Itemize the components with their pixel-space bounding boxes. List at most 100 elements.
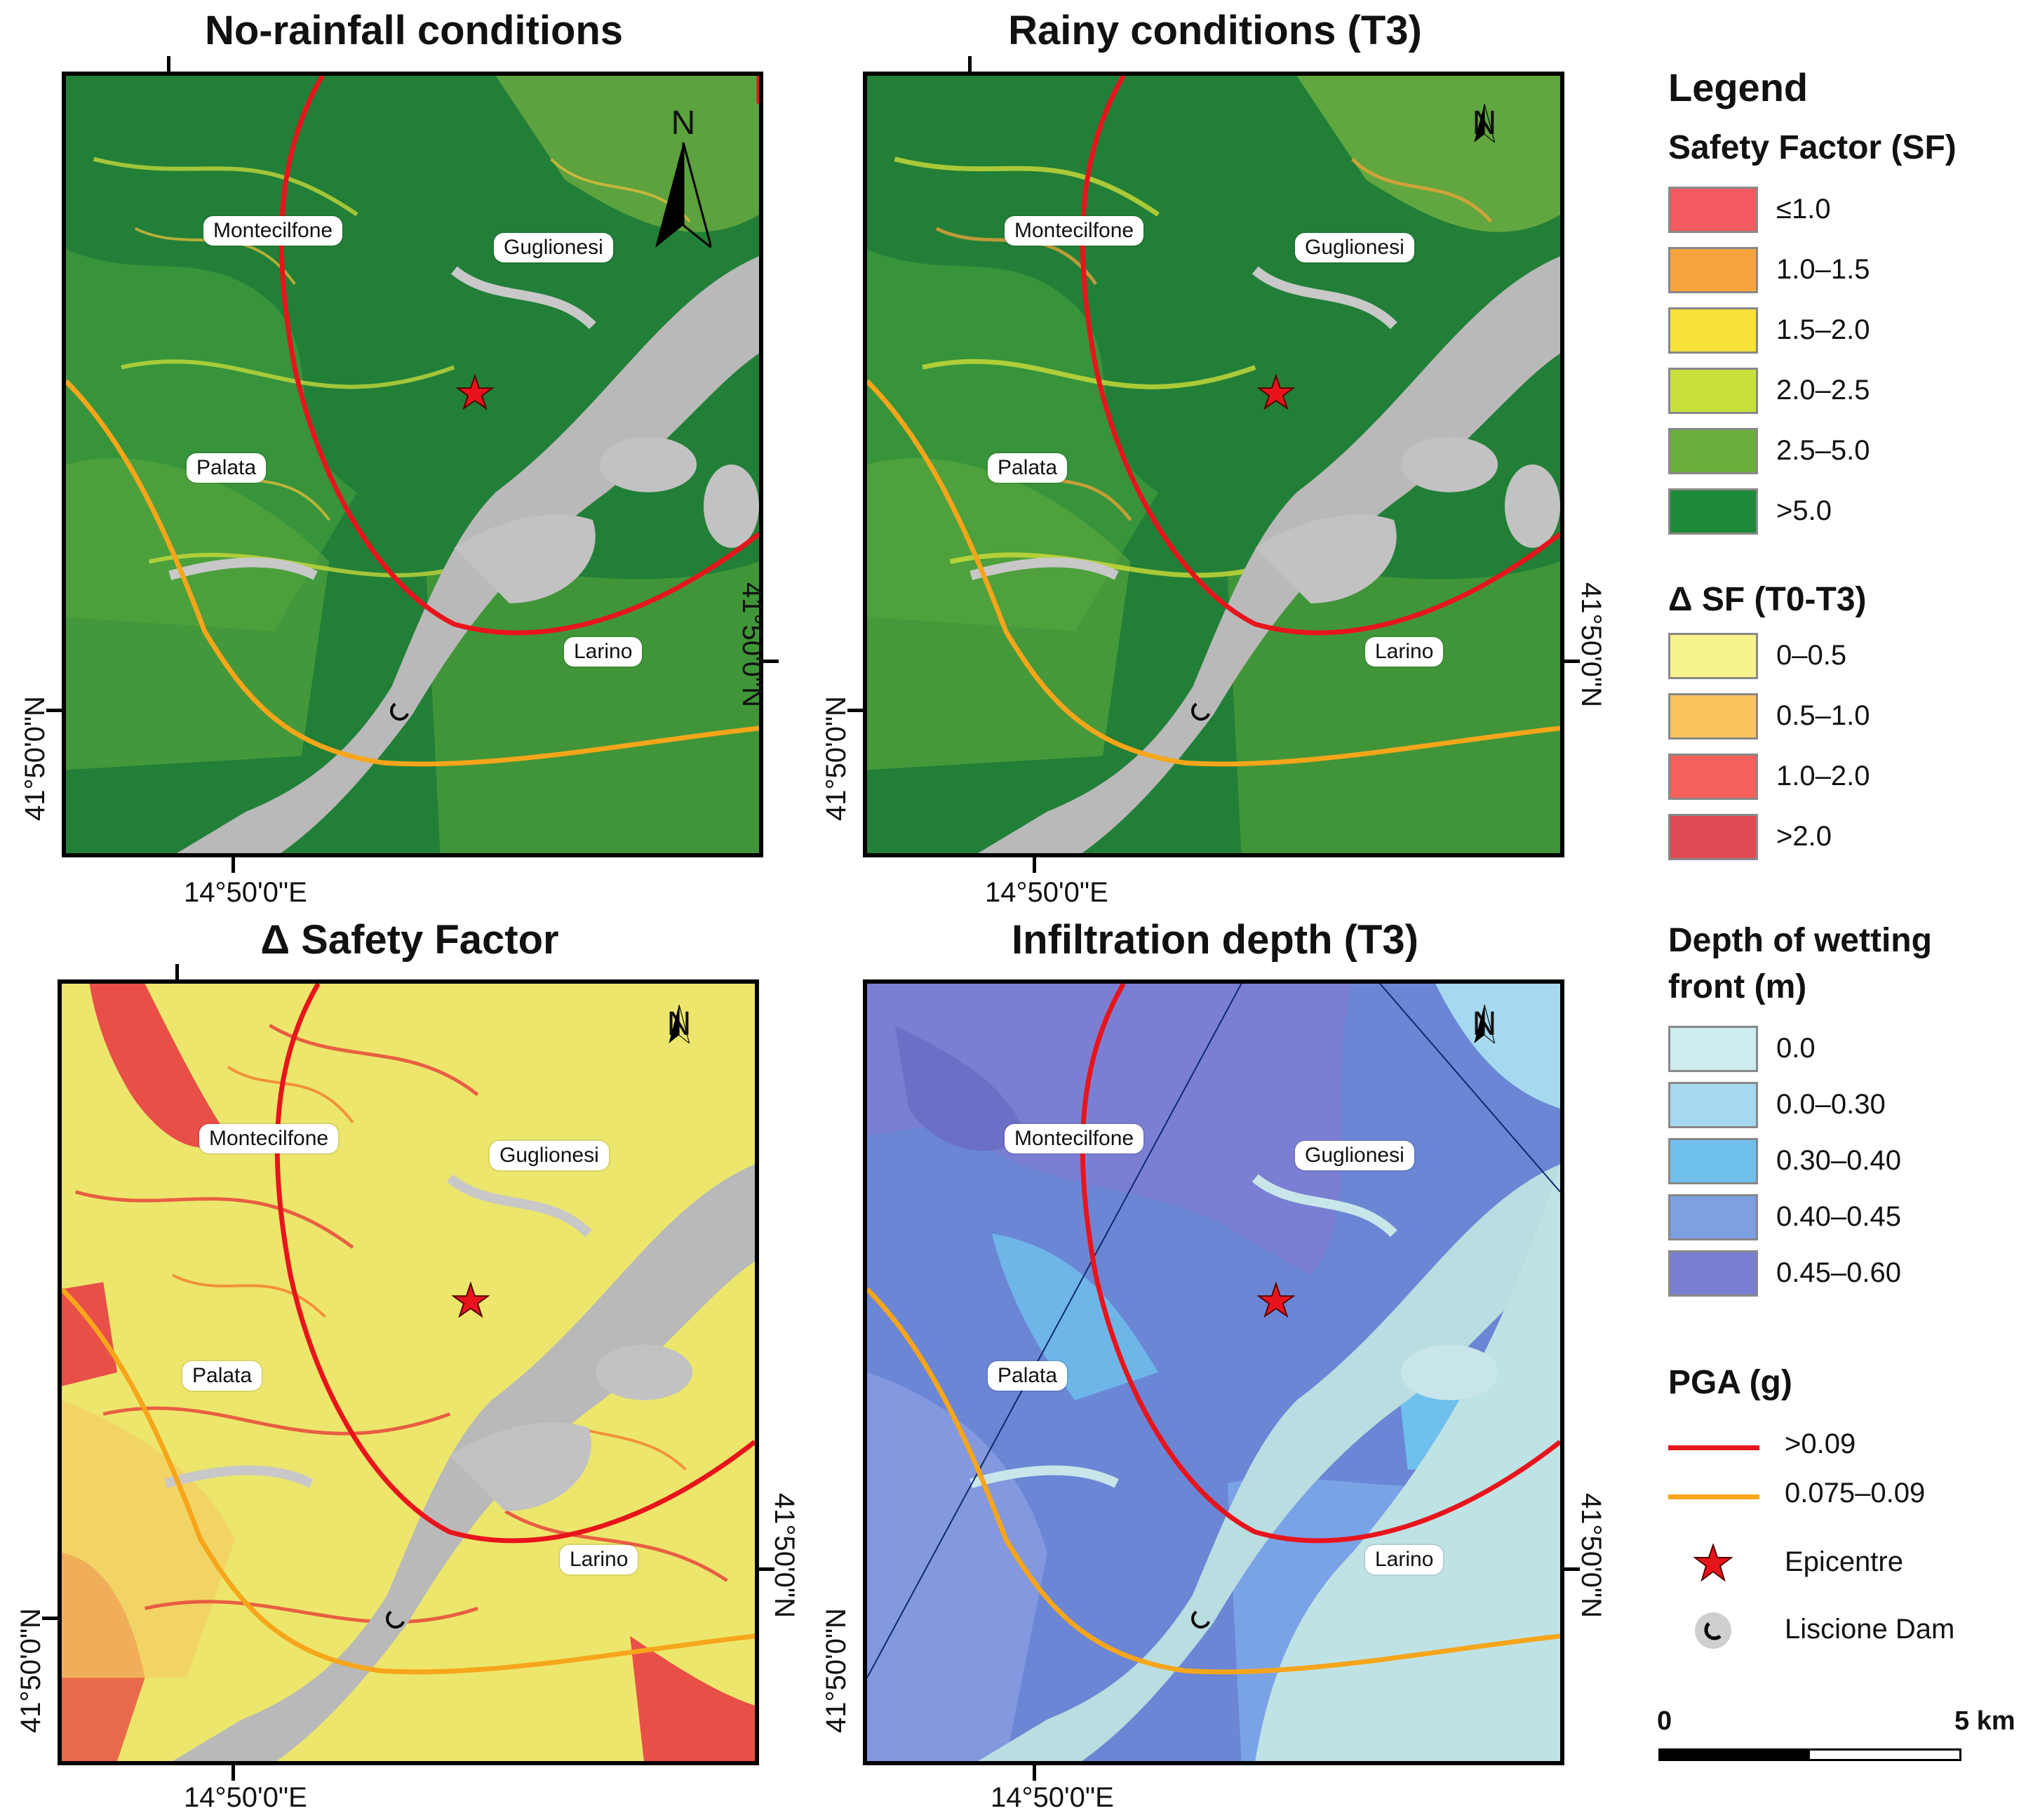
scale-bar-filled	[1660, 1751, 1810, 1759]
scale-label-end: 5 km	[1954, 1706, 2015, 1736]
town-label-larino: Larino	[560, 1545, 638, 1574]
town-label-larino: Larino	[1365, 637, 1444, 667]
north-arrow-icon: N	[651, 1005, 707, 1043]
legend-sf-class-label: 1.5–2.0	[1776, 314, 1870, 345]
panel-title-delta-sf: Δ Safety Factor	[260, 917, 559, 963]
legend-sf-class-swatch	[1668, 368, 1758, 414]
legend-sf-class-label: 1.0–1.5	[1776, 254, 1870, 285]
coord-label-north-right: 41°50'0"N	[737, 582, 767, 707]
town-label-palata: Palata	[988, 1361, 1068, 1391]
legend-pga-line-swatch	[1668, 1494, 1759, 1499]
dam-icon	[1695, 1612, 1731, 1649]
legend-sf-class-swatch	[1668, 247, 1758, 293]
map-panel-no-rainfall[interactable]: Montecilfone Guglionesi Palata Larino N	[62, 72, 763, 857]
legend-epicentre-label: Epicentre	[1785, 1546, 1903, 1577]
legend-pga-line-swatch	[1668, 1445, 1759, 1450]
tick-right	[1564, 660, 1580, 663]
legend-sf-class-label: >5.0	[1776, 495, 1832, 526]
legend-title: Legend	[1668, 65, 1809, 109]
tick-bottom	[232, 1765, 235, 1781]
legend-dsf-class-label: 1.0–2.0	[1776, 761, 1870, 791]
legend-sf-title: Safety Factor (SF)	[1668, 129, 1957, 166]
tick-top	[167, 56, 170, 72]
coord-label-north-left: 41°50'0"N	[15, 1608, 46, 1733]
tick-right	[759, 1567, 774, 1571]
tick-bottom	[1033, 857, 1036, 873]
tick-bottom	[232, 857, 235, 873]
panel-title-rainy: Rainy conditions (T3)	[1008, 8, 1422, 53]
legend-sf-class-label: ≤1.0	[1776, 194, 1831, 225]
north-arrow-icon: N	[1456, 104, 1512, 142]
legend-dsf-title: Δ SF (T0-T3)	[1668, 581, 1867, 618]
north-label: N	[671, 105, 696, 142]
legend-depth-class-label: 0.40–0.45	[1776, 1201, 1901, 1232]
legend-sf-class-swatch	[1668, 488, 1758, 535]
town-label-montecilfone: Montecilfone	[1005, 1124, 1144, 1153]
map-surface	[867, 984, 1560, 1761]
tick-top	[968, 56, 972, 72]
legend-pga-label: 0.075–0.09	[1785, 1478, 1926, 1508]
coord-label-north-right: 41°50'0"N	[1576, 1493, 1606, 1618]
legend-dsf-class-swatch	[1668, 633, 1758, 679]
legend-dsf-class-label: >2.0	[1776, 821, 1832, 852]
coord-label-east: 14°50'0"E	[184, 877, 307, 908]
map-panel-infiltration[interactable]: Montecilfone Guglionesi Palata Larino N	[863, 979, 1564, 1765]
coord-label-north-right: 41°50'0"N	[769, 1493, 800, 1618]
legend-pga-label: >0.09	[1785, 1428, 1856, 1459]
legend-dsf-class-swatch	[1668, 814, 1758, 860]
legend-sf-class-swatch	[1668, 307, 1758, 354]
legend-pga-title: PGA (g)	[1668, 1364, 1792, 1401]
legend-sf-class-label: 2.5–5.0	[1776, 435, 1870, 466]
town-label-palata: Palata	[988, 453, 1068, 483]
legend-dsf-class-label: 0–0.5	[1776, 640, 1847, 671]
coord-label-north-left: 41°50'0"N	[20, 696, 51, 821]
town-label-montecilfone: Montecilfone	[203, 216, 343, 246]
legend-dsf-class-swatch	[1668, 754, 1758, 800]
legend-sf-class-label: 2.0–2.5	[1776, 375, 1870, 406]
legend-dam-label: Liscione Dam	[1785, 1614, 1955, 1645]
tick-left	[42, 1617, 58, 1620]
tick-bottom	[1033, 1765, 1036, 1781]
panel-title-no-rainfall: No-rainfall conditions	[204, 8, 624, 53]
tick-right	[1564, 1567, 1580, 1571]
legend-sf-class-swatch	[1668, 428, 1758, 474]
legend-depth-title-line2: front (m)	[1668, 968, 1807, 1005]
panel-title-infiltration: Infiltration depth (T3)	[1012, 917, 1418, 963]
town-label-guglionesi: Guglionesi	[490, 1141, 609, 1170]
legend-dsf-class-label: 0.5–1.0	[1776, 700, 1870, 731]
coord-label-north-right: 41°50'0"N	[1576, 582, 1606, 707]
map-panel-delta-sf[interactable]: Montecilfone Guglionesi Palata Larino N	[58, 979, 759, 1765]
coord-label-north-left: 41°50'0"N	[821, 696, 852, 821]
town-label-palata: Palata	[187, 453, 267, 483]
tick-top	[175, 964, 179, 979]
town-label-montecilfone: Montecilfone	[1005, 216, 1144, 246]
legend-dsf-class-swatch	[1668, 693, 1758, 740]
town-label-guglionesi: Guglionesi	[494, 233, 613, 262]
legend-depth-class-swatch	[1668, 1138, 1758, 1184]
map-panel-rainy[interactable]: Montecilfone Guglionesi Palata Larino N	[863, 72, 1564, 857]
north-arrow-icon: N	[1456, 1005, 1512, 1043]
coord-label-east: 14°50'0"E	[184, 1782, 307, 1813]
legend-depth-class-swatch	[1668, 1194, 1758, 1240]
map-surface	[62, 984, 755, 1761]
town-label-guglionesi: Guglionesi	[1295, 233, 1414, 262]
tick-left	[46, 709, 62, 712]
tick-right	[763, 660, 779, 663]
legend-depth-class-label: 0.0	[1776, 1033, 1816, 1064]
legend-sf-class-swatch	[1668, 187, 1758, 233]
town-label-larino: Larino	[564, 637, 643, 667]
legend-depth-class-swatch	[1668, 1250, 1758, 1297]
legend-depth-class-swatch	[1668, 1026, 1758, 1072]
legend-depth-class-label: 0.45–0.60	[1776, 1257, 1901, 1288]
map-surface	[867, 76, 1560, 853]
coord-label-east: 14°50'0"E	[991, 1782, 1114, 1813]
town-label-montecilfone: Montecilfone	[199, 1124, 339, 1153]
coord-label-north-left: 41°50'0"N	[821, 1608, 852, 1733]
legend-depth-title-line1: Depth of wetting	[1668, 922, 1932, 959]
legend-depth-class-label: 0.0–0.30	[1776, 1089, 1886, 1120]
scale-label-start: 0	[1657, 1706, 1672, 1736]
legend-depth-class-label: 0.30–0.40	[1776, 1145, 1901, 1176]
tick-left	[847, 709, 863, 712]
town-label-palata: Palata	[182, 1361, 262, 1391]
legend-depth-class-swatch	[1668, 1082, 1758, 1128]
